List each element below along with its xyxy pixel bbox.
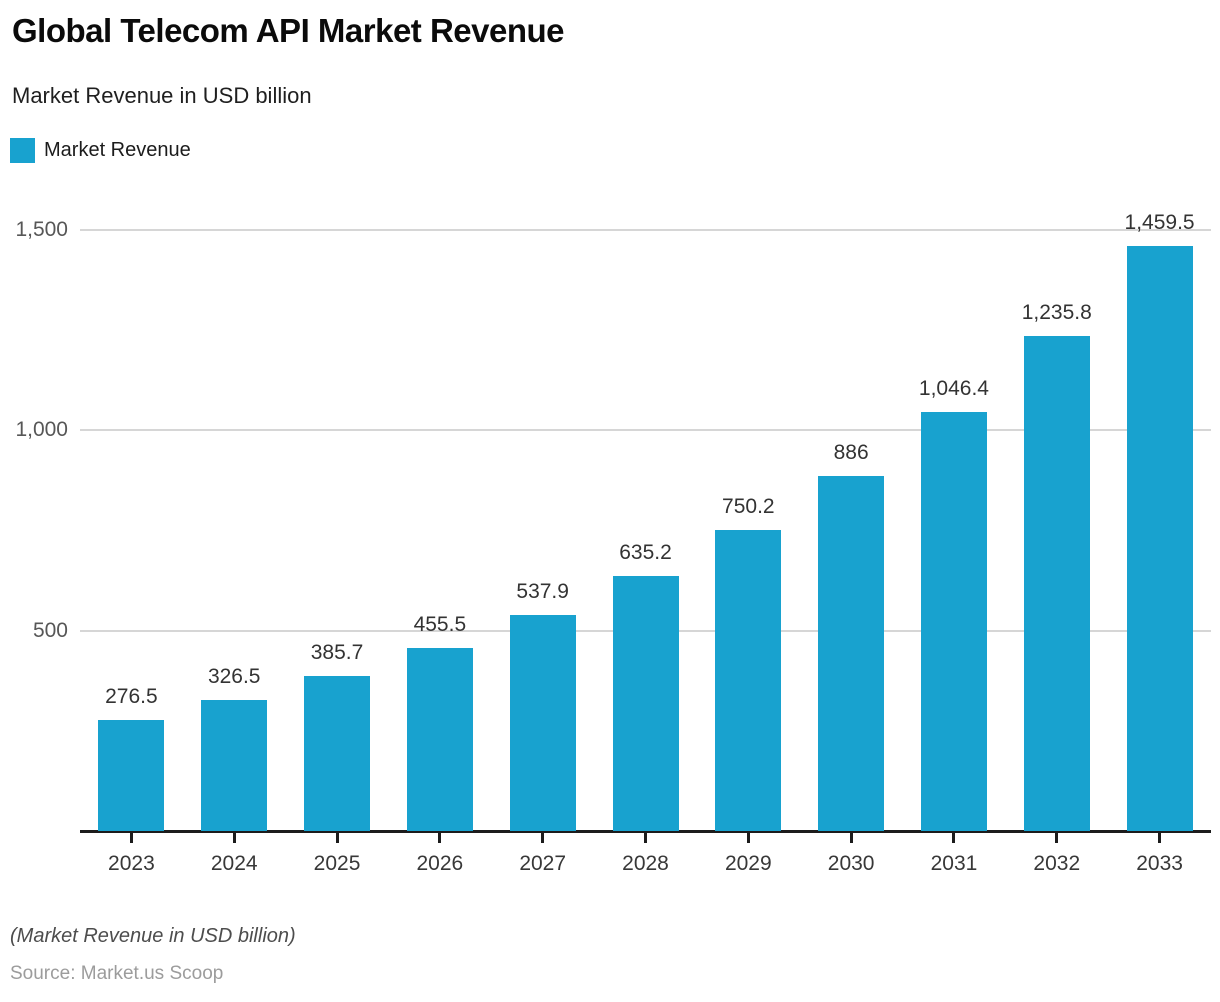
legend: Market Revenue — [10, 138, 191, 163]
x-axis-category-label: 2032 — [1033, 852, 1081, 875]
bar-value-label: 537.9 — [516, 580, 569, 604]
bar-2025 — [304, 676, 371, 831]
x-axis-tick — [335, 833, 339, 843]
x-axis-tick — [232, 833, 236, 843]
bar-2023 — [98, 720, 165, 831]
x-axis-tick — [129, 833, 133, 843]
x-axis-category-label: 2030 — [827, 852, 875, 875]
bar-value-label: 385.7 — [310, 641, 364, 665]
bar-value-label: 750.2 — [722, 495, 775, 519]
x-axis-tick — [541, 833, 545, 843]
chart-source: Source: Market.us Scoop — [10, 963, 224, 984]
x-axis-tick — [746, 833, 750, 843]
x-axis-category-label: 2028 — [622, 852, 669, 875]
y-axis-tick-label: 500 — [32, 618, 68, 642]
x-axis-tick — [952, 833, 956, 843]
bar-value-label: 1,459.5 — [1124, 211, 1195, 235]
y-axis-tick-label: 1,000 — [15, 418, 68, 442]
x-axis-category-label: 2027 — [519, 852, 567, 875]
bar-2027 — [509, 615, 576, 831]
x-axis-category-label: 2025 — [313, 852, 361, 875]
x-axis-line — [80, 830, 1211, 833]
bar-2031 — [920, 411, 987, 831]
x-axis-category-label: 2033 — [1136, 852, 1183, 875]
x-axis-tick — [1055, 833, 1059, 843]
y-axis-tick-label: 1,500 — [15, 218, 68, 241]
x-axis-tick — [849, 833, 853, 843]
x-axis-tick — [1158, 833, 1162, 843]
bar-2032 — [1023, 335, 1090, 831]
bar-value-label: 1,235.8 — [1021, 300, 1092, 324]
bar-2033 — [1126, 246, 1193, 831]
chart-footnote: (Market Revenue in USD billion) — [10, 925, 296, 947]
legend-label: Market Revenue — [44, 139, 191, 161]
bar-value-label: 886 — [833, 441, 869, 464]
bar-value-label: 635.2 — [619, 541, 672, 565]
bar-value-label: 276.5 — [105, 685, 158, 709]
bar-2024 — [201, 700, 268, 831]
gridline-1500 — [80, 229, 1211, 231]
legend-swatch-icon — [10, 138, 35, 163]
x-axis-tick — [438, 833, 442, 843]
gridline-1000 — [80, 429, 1211, 432]
x-axis-category-label: 2023 — [108, 852, 155, 875]
chart-subtitle: Market Revenue in USD billion — [12, 83, 312, 108]
bar-2029 — [715, 530, 782, 831]
bar-2030 — [818, 476, 885, 831]
bar-value-label: 326.5 — [207, 665, 261, 689]
x-axis-tick — [644, 833, 647, 843]
x-axis-category-label: 2024 — [210, 852, 258, 875]
bar-value-label: 455.5 — [413, 613, 467, 637]
bar-2026 — [406, 648, 473, 831]
chart-title: Global Telecom API Market Revenue — [12, 12, 565, 49]
x-axis-category-label: 2029 — [724, 852, 772, 875]
bar-value-label: 1,046.4 — [918, 376, 989, 400]
x-axis-category-label: 2031 — [930, 852, 978, 875]
bar-2028 — [612, 576, 679, 831]
x-axis-category-label: 2026 — [416, 852, 464, 875]
